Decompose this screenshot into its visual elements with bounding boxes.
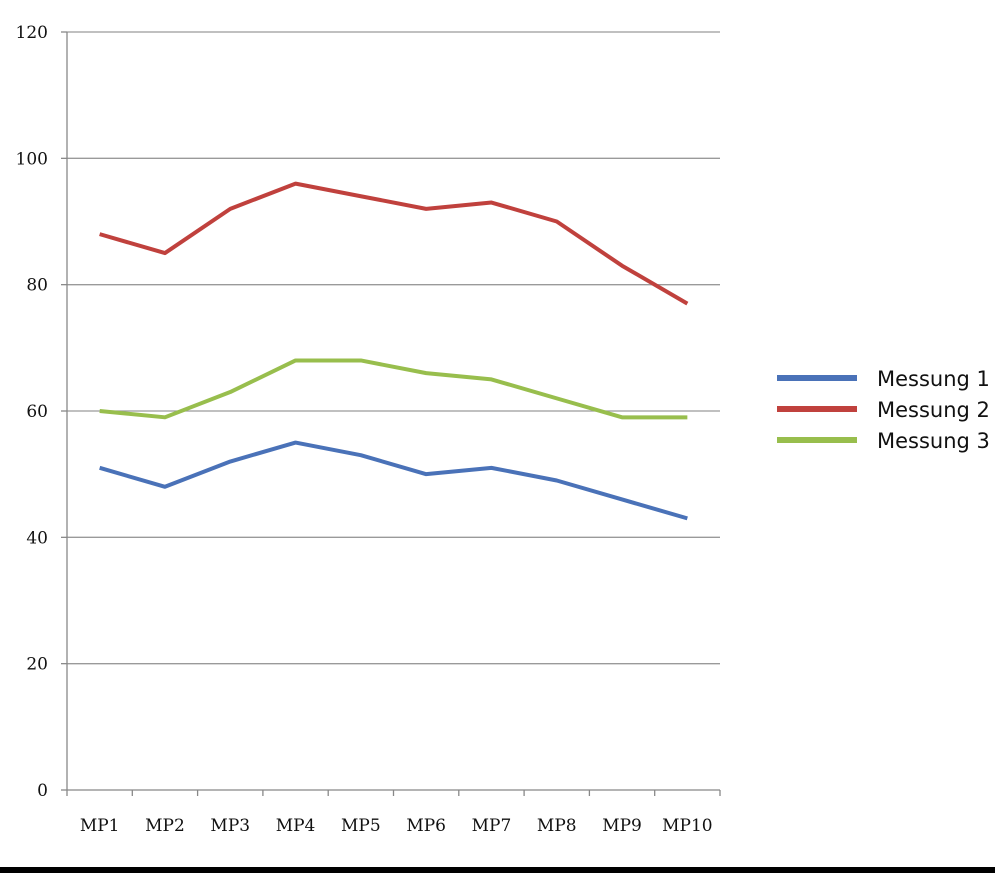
legend-label-1: Messung 1 [877, 367, 990, 391]
series-lines [99, 181, 689, 521]
series-line-3 [99, 358, 688, 420]
x-tick-label: MP4 [276, 816, 316, 836]
x-axis: MP1 MP2 MP3 MP4 MP5 MP6 MP7 MP8 MP9 MP10 [66, 32, 721, 836]
x-tick-label: MP7 [472, 816, 512, 836]
legend-label-2: Messung 2 [877, 398, 990, 422]
x-tick-label: MP8 [537, 816, 577, 836]
y-tick-label: 20 [26, 655, 48, 675]
x-tick-label: MP9 [602, 816, 642, 836]
x-tick-label: MP2 [145, 816, 185, 836]
x-tick-label: MP5 [341, 816, 381, 836]
gridlines [67, 31, 720, 665]
x-tick-label: MP3 [210, 816, 250, 836]
legend: Messung 1 Messung 2 Messung 3 [777, 367, 990, 453]
y-tick-label: 100 [16, 149, 48, 169]
x-tick-label: MP1 [80, 816, 120, 836]
series-line-1 [99, 440, 688, 521]
y-tick-label: 40 [26, 528, 48, 548]
x-tick-label: MP10 [662, 816, 712, 836]
y-tick-label: 60 [26, 402, 48, 422]
y-tick-label: 80 [26, 276, 48, 296]
y-tick-label: 120 [16, 23, 48, 43]
bottom-black-bar [0, 867, 995, 873]
y-axis-ticks: 0 20 40 60 80 100 120 [16, 23, 67, 801]
x-tick-label: MP6 [406, 816, 446, 836]
legend-label-3: Messung 3 [877, 429, 990, 453]
series-line-2 [99, 181, 689, 306]
y-tick-label: 0 [37, 781, 48, 801]
